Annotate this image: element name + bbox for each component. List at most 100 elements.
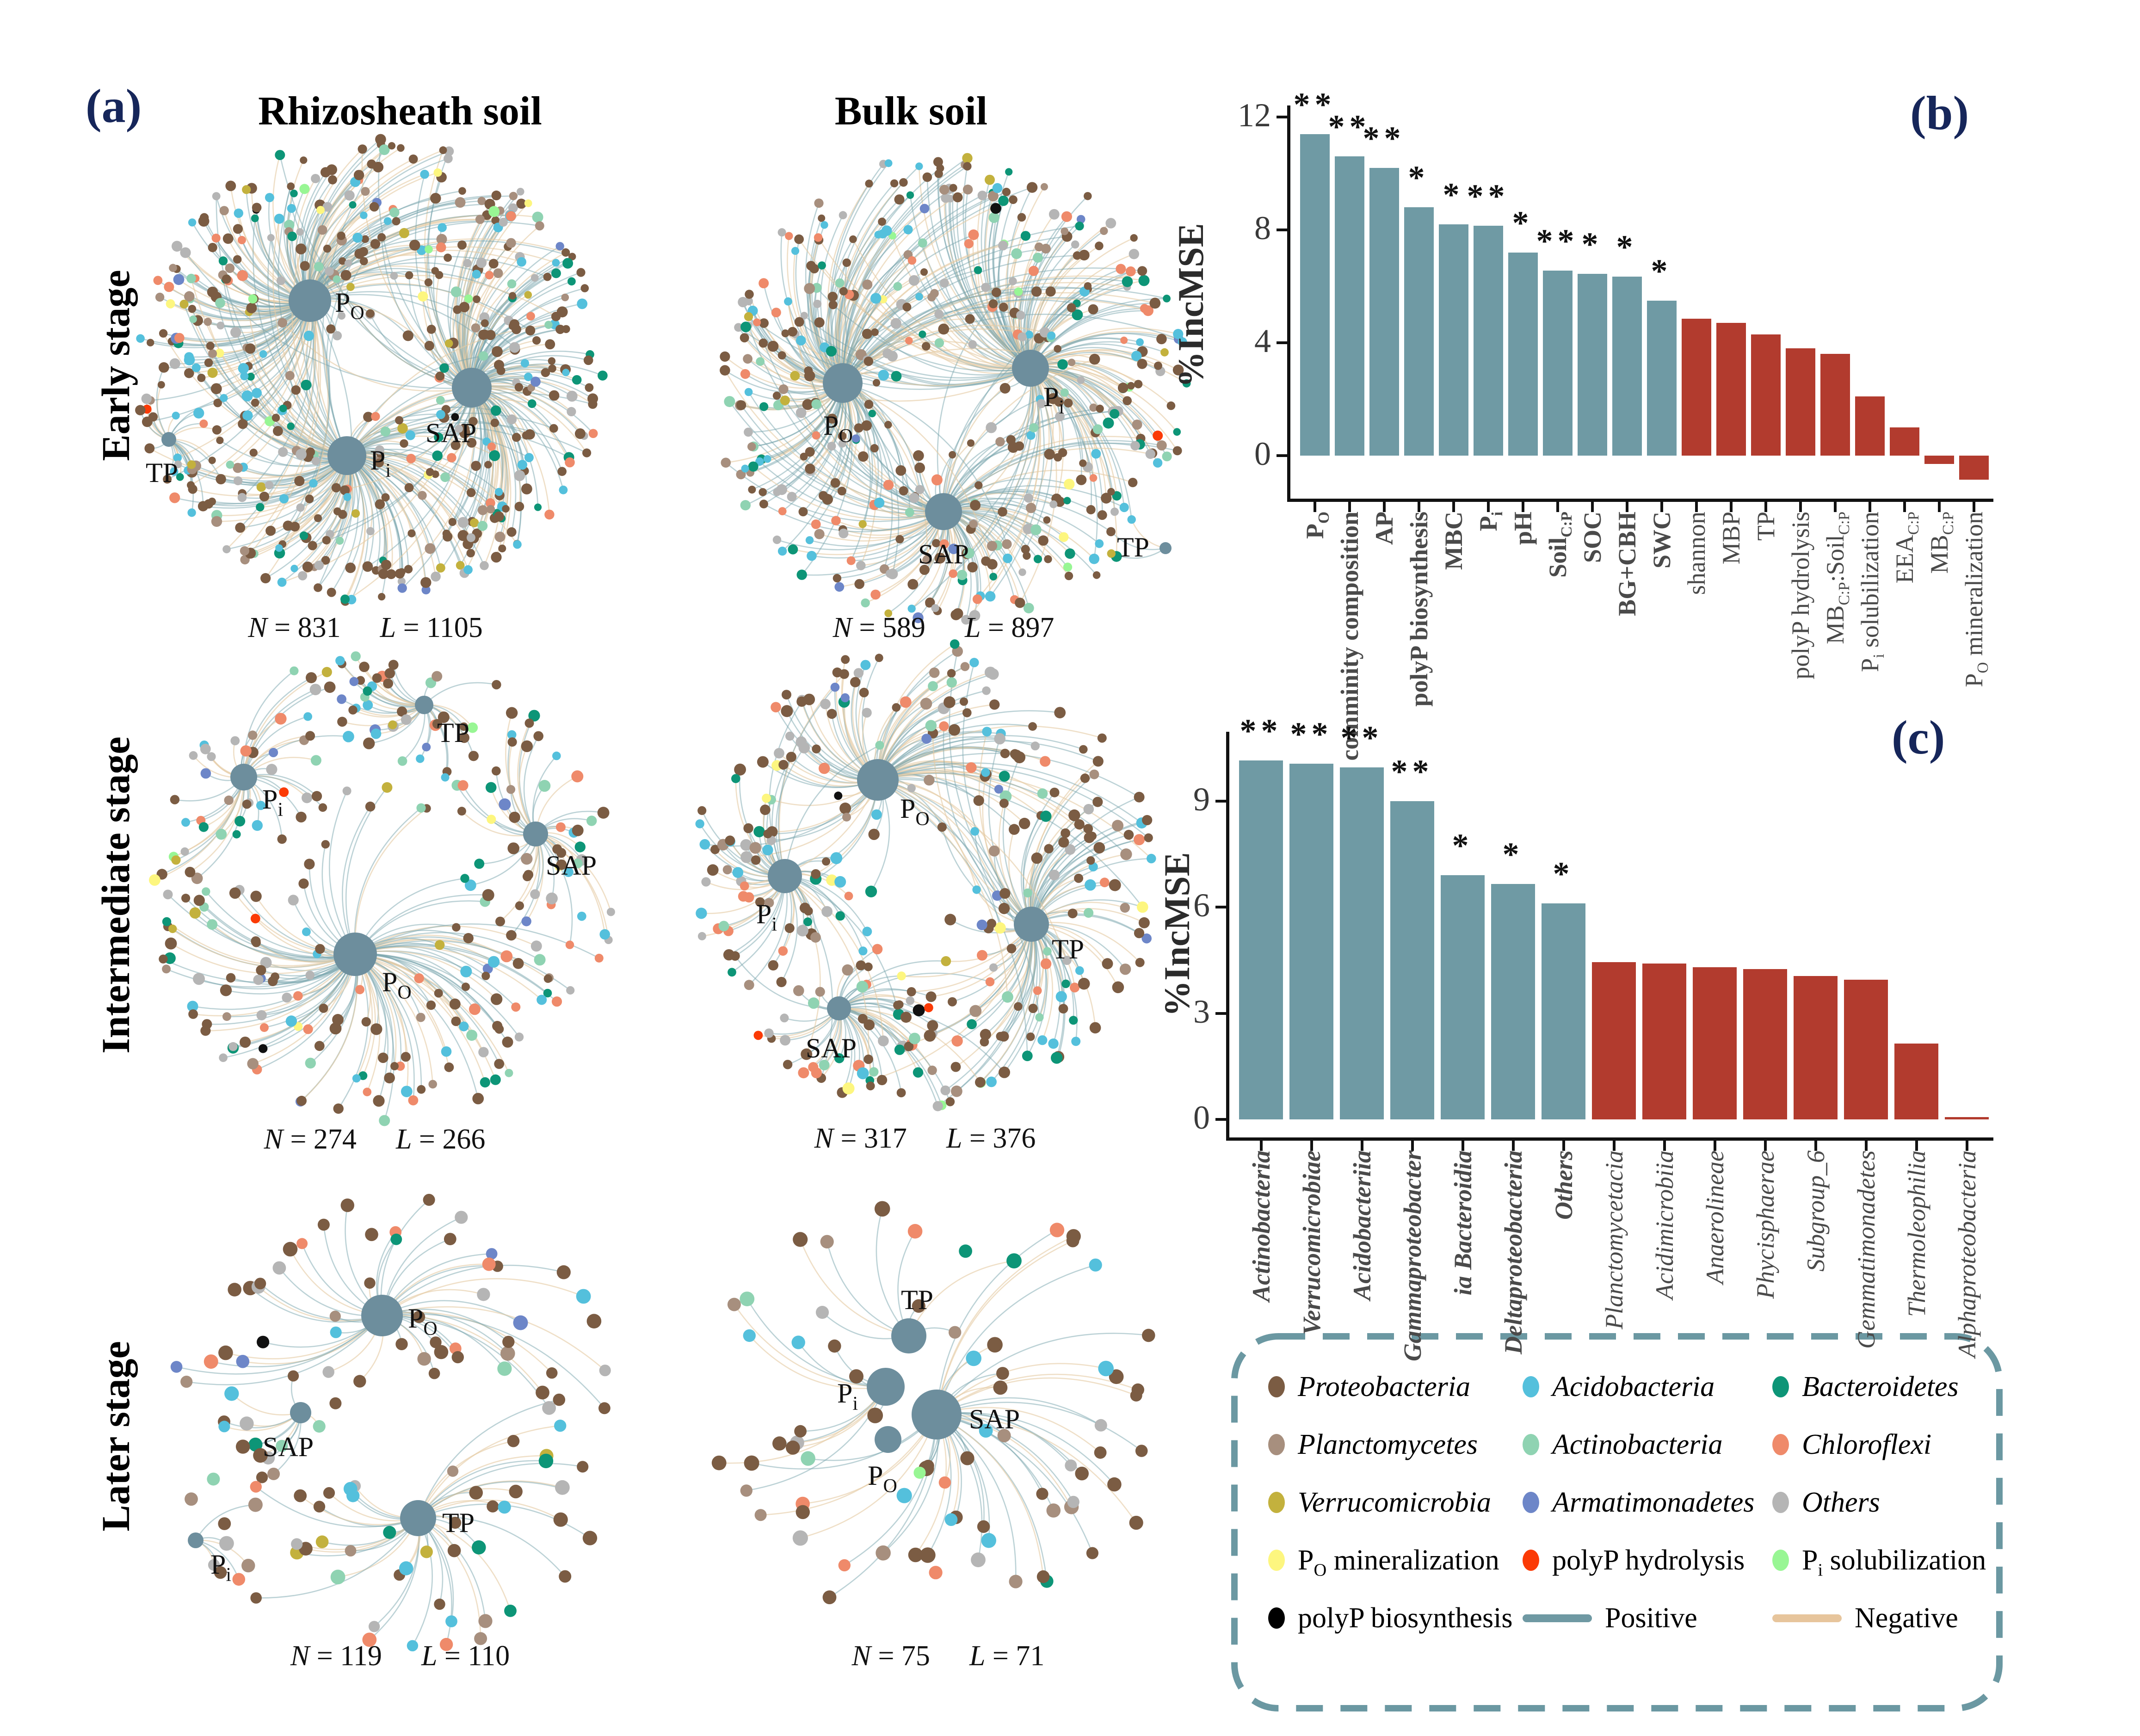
network-node [798, 742, 810, 754]
network-node [275, 713, 287, 725]
network-node [525, 325, 536, 336]
network-node [839, 528, 849, 538]
network-node [206, 341, 215, 350]
network-node [992, 183, 1003, 193]
network-node [865, 179, 873, 188]
network-edge [417, 1460, 546, 1519]
network-node [1101, 493, 1112, 504]
network-node [252, 203, 262, 213]
network-node [144, 443, 155, 454]
network-node [480, 1077, 490, 1087]
network-edge [309, 200, 482, 301]
network-node [793, 1232, 808, 1247]
network-node [759, 278, 769, 289]
network-node [302, 927, 311, 936]
network-node [229, 887, 241, 899]
network-node [1142, 305, 1153, 316]
network-edge [287, 300, 331, 526]
network-edge [784, 876, 821, 1055]
network-node [837, 487, 846, 496]
network-node [522, 871, 532, 882]
network-node [322, 1366, 334, 1378]
y-tick-label-c: 0 [1193, 1099, 1210, 1136]
network-edge [355, 946, 543, 1001]
significance-b-5: * [1443, 176, 1464, 213]
network-node [493, 268, 503, 278]
network-node [950, 1062, 961, 1072]
network-edge [808, 288, 944, 513]
network-node [720, 365, 730, 376]
network-node [582, 448, 592, 457]
network-node [488, 206, 500, 217]
network-node [870, 444, 879, 453]
network-node [865, 885, 877, 898]
network-node [498, 1501, 511, 1514]
network-node [363, 700, 373, 710]
network-node [774, 748, 784, 759]
network-node [502, 1335, 515, 1348]
network-node [214, 1566, 227, 1579]
network-node [252, 938, 261, 947]
network-node [533, 731, 543, 741]
network-edge [844, 1414, 937, 1566]
network-edge [378, 144, 472, 388]
network-node [489, 450, 500, 461]
network-node [780, 1013, 789, 1023]
x-axis-b [1287, 499, 1993, 502]
network-node [537, 995, 547, 1005]
network-node [833, 574, 842, 583]
network-node [386, 569, 396, 580]
network-node [507, 279, 517, 289]
network-node [999, 798, 1009, 808]
network-node [302, 562, 313, 572]
network-node [1079, 459, 1087, 467]
network-node [354, 248, 365, 259]
network-node [284, 220, 295, 230]
network-node [991, 287, 1001, 297]
network-node [191, 872, 203, 884]
legend-swatch-dot [1523, 1434, 1539, 1455]
x-tick-label-c: Phycisphaerae [1751, 1150, 1779, 1299]
network-node [1043, 947, 1052, 956]
network-node [1112, 981, 1124, 994]
network-node [275, 544, 283, 552]
network-node [147, 339, 154, 346]
network-node [237, 236, 246, 244]
network-node [413, 1310, 426, 1323]
network-node [563, 867, 574, 877]
hub-label: PO [868, 1460, 897, 1497]
network-node [303, 330, 314, 341]
network-edge [842, 236, 1067, 383]
network-node [1075, 222, 1084, 231]
x-tick-label-b: EEAC:P [1890, 512, 1922, 584]
network-node [426, 1000, 436, 1010]
y-axis-b [1287, 105, 1290, 502]
significance-c-3: ** [1340, 719, 1383, 756]
network-node [999, 303, 1008, 312]
network-node [745, 290, 754, 299]
network-node [436, 242, 446, 253]
legend-item-bacteroidetes: Bacteroidetes [1772, 1372, 1959, 1401]
network-node [502, 1036, 513, 1048]
network-node [170, 1361, 183, 1373]
network-node [218, 256, 228, 266]
network-node [435, 940, 445, 950]
network-node [1066, 1234, 1079, 1248]
network-node [457, 780, 469, 791]
network-node [1076, 215, 1085, 224]
network-node [1021, 544, 1030, 554]
network-edge [936, 1373, 1138, 1415]
network-node [555, 1480, 570, 1495]
x-tick-label-b: Pi [1474, 512, 1506, 531]
network-node [1089, 353, 1100, 365]
network-node [311, 791, 322, 802]
network-node [193, 408, 204, 419]
network-node [174, 460, 182, 469]
network-node [444, 1062, 454, 1072]
bar-c-6 [1491, 884, 1535, 1119]
legend-item-polyp-biosynthesis: polyP biosynthesis [1268, 1604, 1513, 1632]
network-node [375, 499, 385, 509]
network-node [561, 293, 569, 302]
x-tick-label-c: Others [1549, 1150, 1578, 1220]
